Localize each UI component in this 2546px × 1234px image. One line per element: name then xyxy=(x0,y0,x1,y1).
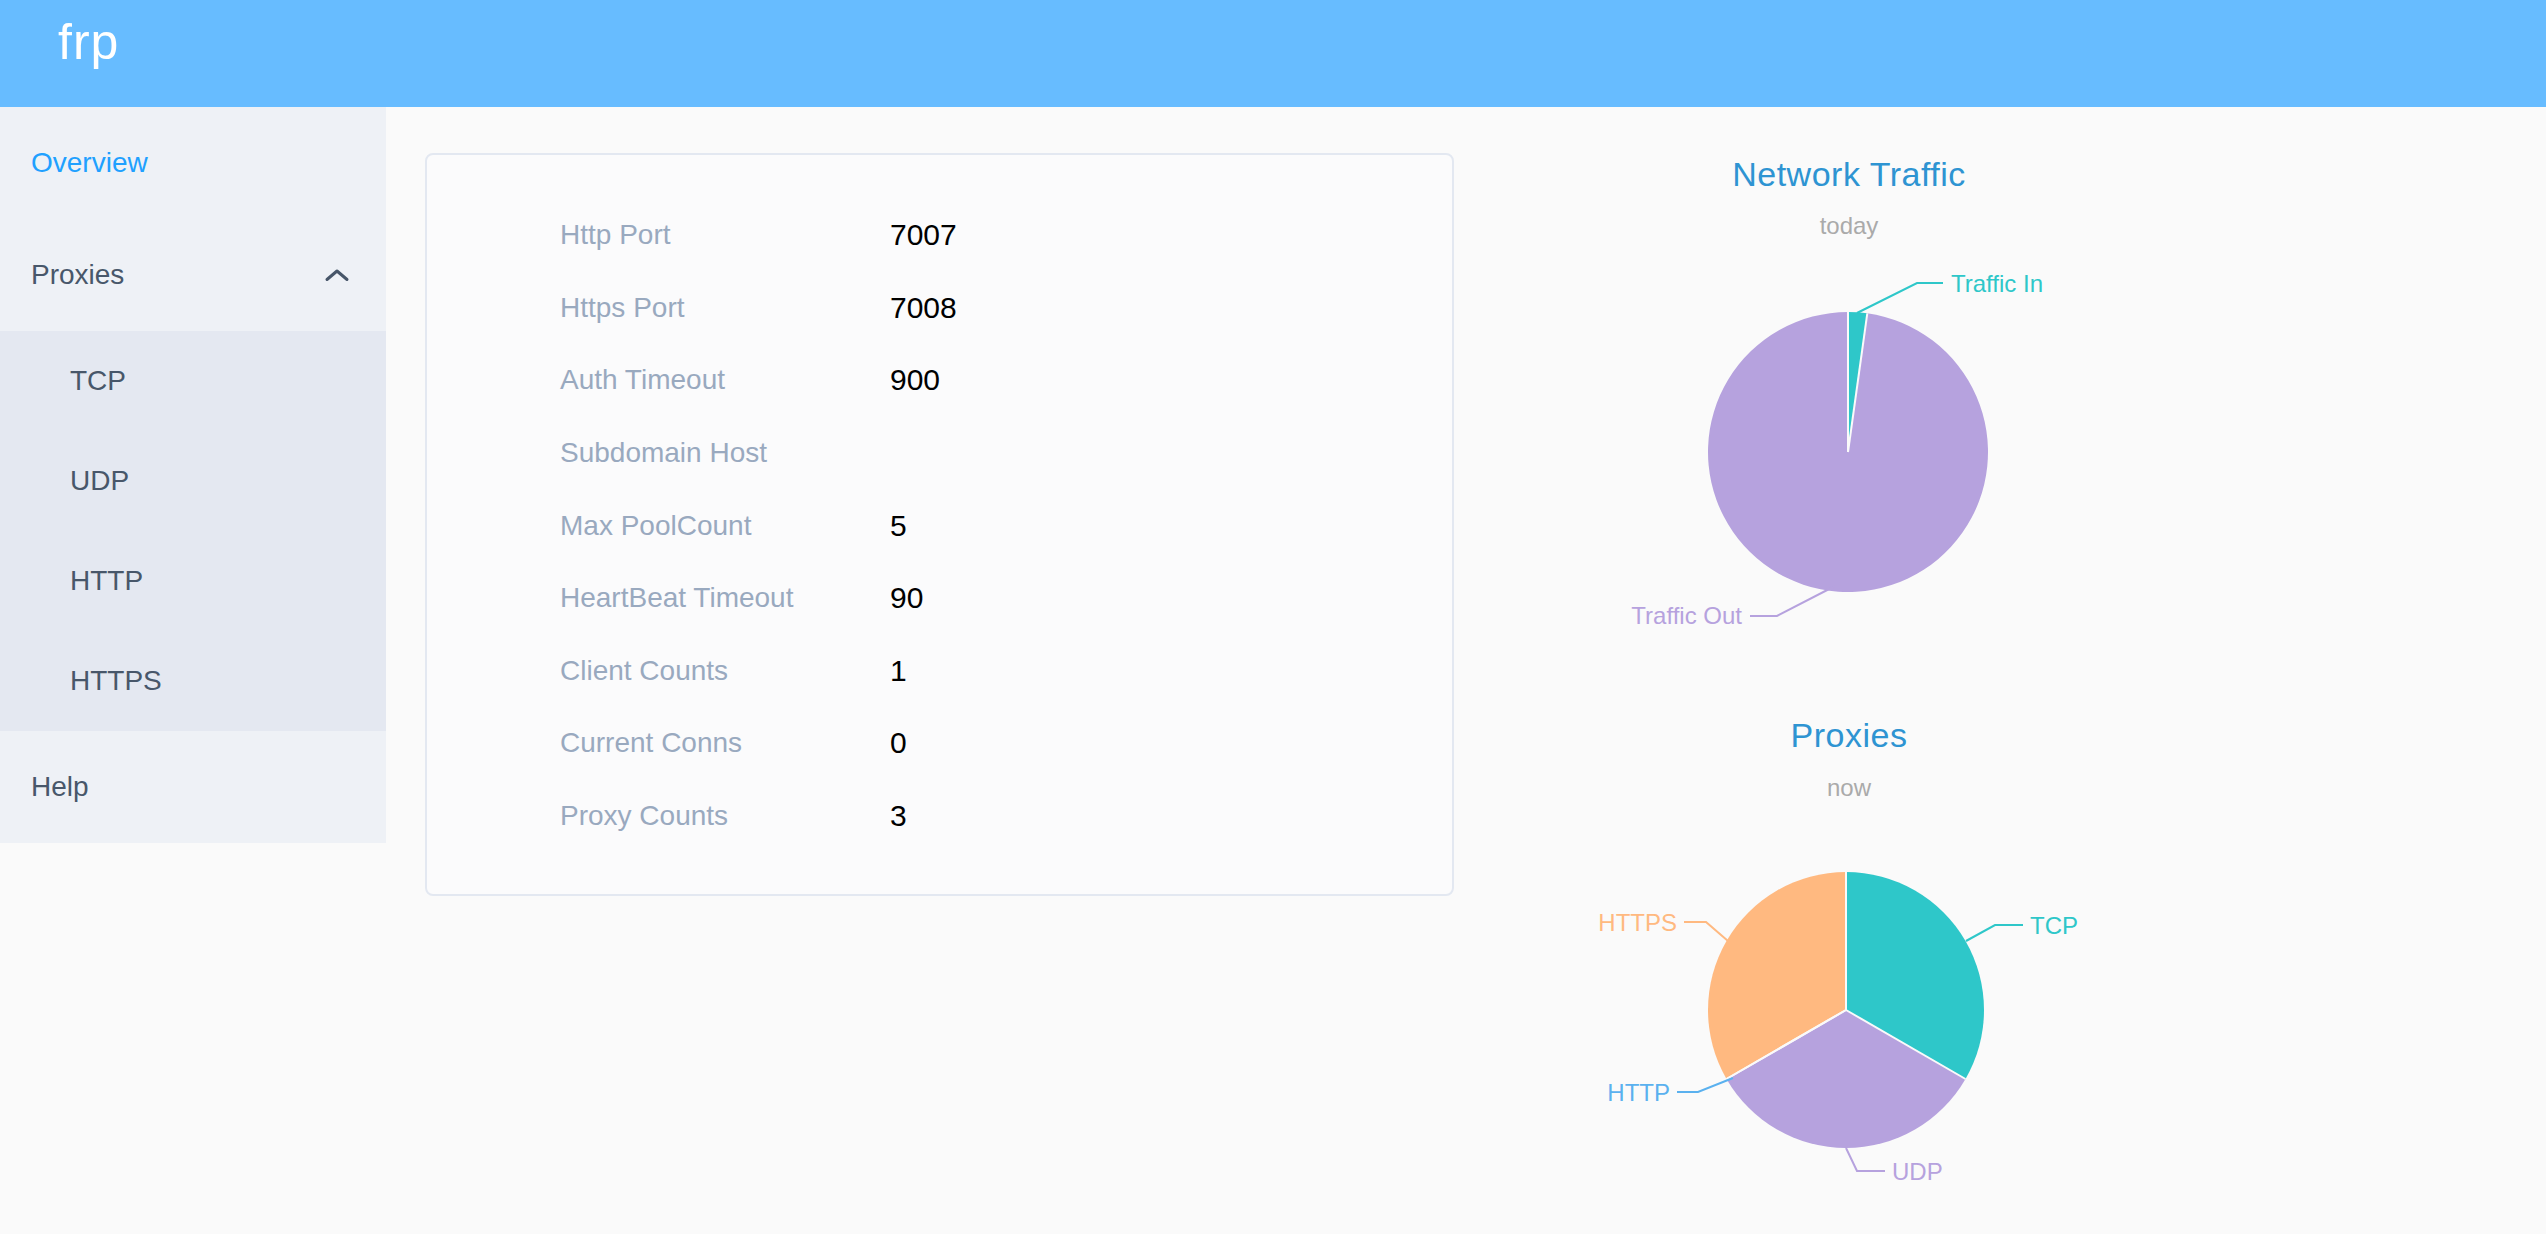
slice-label-https: HTTPS xyxy=(1598,909,1677,936)
network-traffic-pie xyxy=(1708,312,1988,592)
pie-charts-layer: Traffic In Traffic Out TCP UDP HTTP HTTP… xyxy=(0,0,2546,1234)
slice-label-http: HTTP xyxy=(1607,1079,1670,1106)
slice-label-udp: UDP xyxy=(1892,1158,1943,1185)
slice-label-traffic-out: Traffic Out xyxy=(1631,602,1742,629)
label-line-traffic-in xyxy=(1857,283,1943,313)
slice-label-traffic-in: Traffic In xyxy=(1951,270,2043,297)
proxies-pie xyxy=(1708,872,1984,1148)
label-line-udp xyxy=(1846,1148,1885,1171)
label-line-traffic-out xyxy=(1750,586,1835,616)
slice-label-tcp: TCP xyxy=(2030,912,2078,939)
label-line-tcp xyxy=(1966,925,2023,941)
label-line-http xyxy=(1677,1078,1733,1092)
label-line-https xyxy=(1684,922,1728,941)
